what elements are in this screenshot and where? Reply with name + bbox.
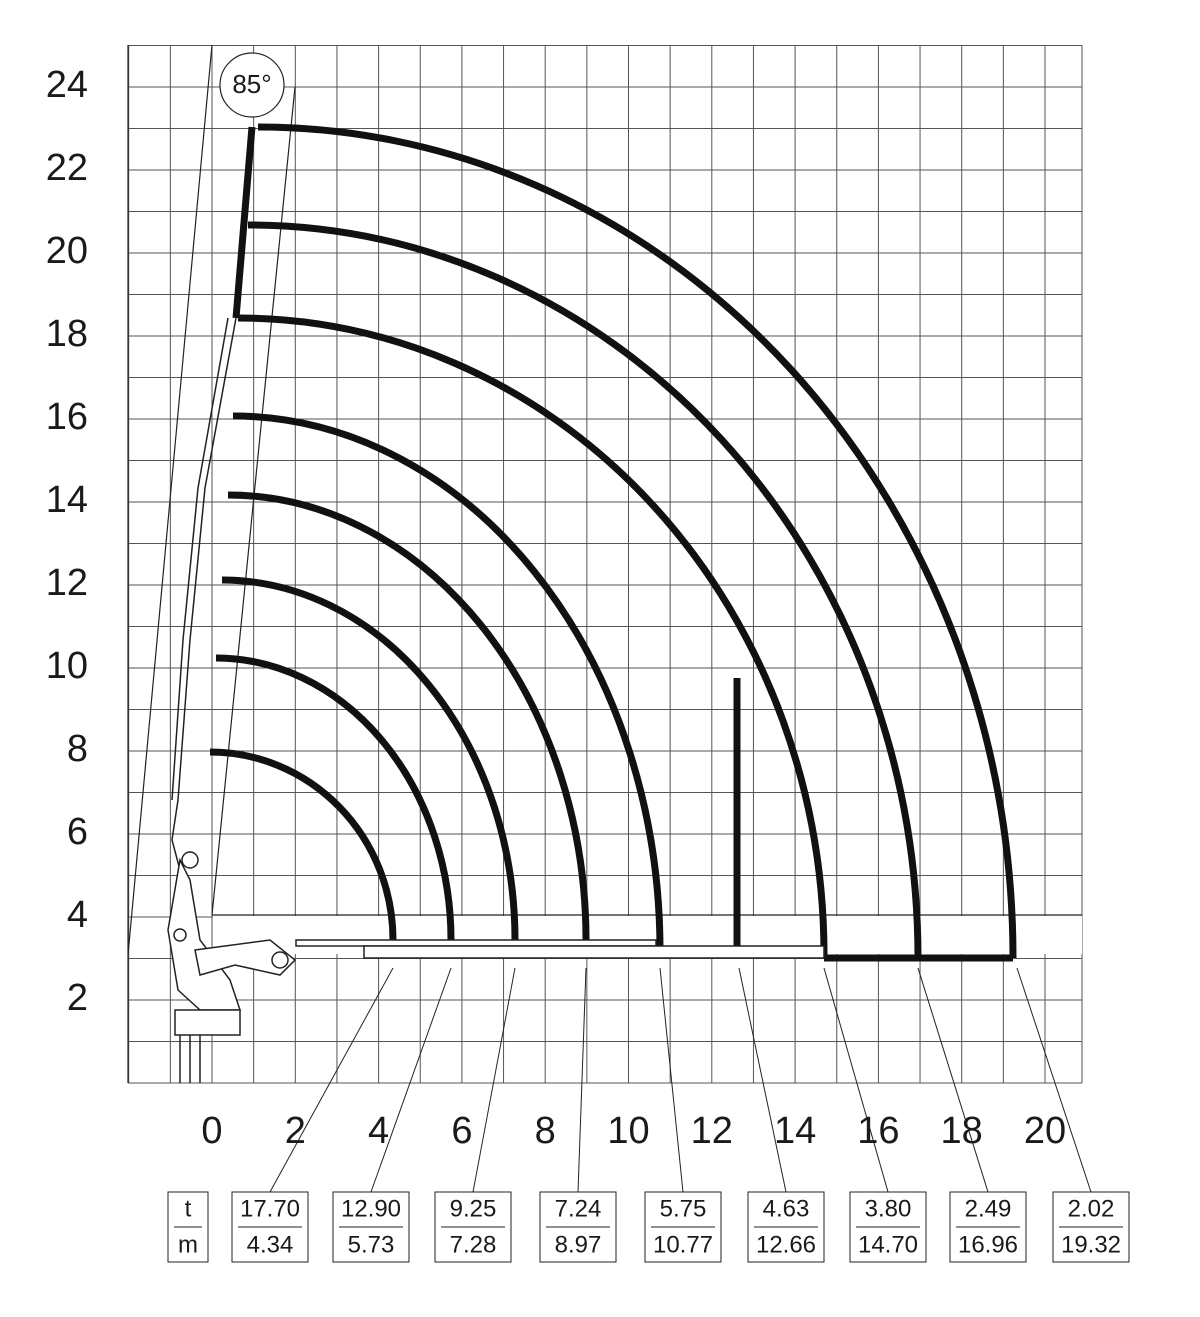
y-tick-label: 24	[46, 64, 88, 106]
label-bg	[30, 812, 100, 856]
label-bg	[30, 729, 100, 773]
load-radius: 4.34	[247, 1231, 294, 1258]
load-tonnes: 2.49	[965, 1195, 1012, 1222]
y-tick-label: 20	[46, 230, 88, 272]
reach-arc	[209, 748, 397, 941]
x-tick-label: 16	[857, 1110, 899, 1152]
reach-limit	[733, 678, 1013, 962]
leader-line	[738, 967, 787, 1193]
load-tonnes: 17.70	[240, 1195, 300, 1222]
crane	[167, 317, 825, 1083]
x-tick-label: 20	[1024, 1110, 1066, 1152]
load-radius: 10.77	[653, 1231, 713, 1258]
reach-arc	[237, 314, 828, 956]
leader-line	[659, 967, 684, 1193]
y-tick-label: 16	[46, 396, 88, 438]
y-tick-label: 12	[46, 562, 88, 604]
x-tick-label: 0	[201, 1110, 222, 1152]
y-tick-label: 14	[46, 479, 88, 521]
y-tick-label: 18	[46, 313, 88, 355]
angle-label: 85°	[232, 69, 271, 99]
x-tick-label: 14	[774, 1110, 816, 1152]
label-bg	[30, 563, 100, 607]
load-tonnes: 5.75	[660, 1195, 707, 1222]
load-tonnes: 12.90	[341, 1195, 401, 1222]
load-tonnes: 3.80	[865, 1195, 912, 1222]
leader-line	[370, 967, 452, 1193]
envelope-line	[127, 44, 1082, 1083]
label-bg	[30, 978, 100, 1022]
angle-circle	[219, 52, 285, 118]
load-radius: 8.97	[555, 1231, 602, 1258]
leader-line	[472, 967, 516, 1193]
label-bg	[30, 148, 100, 192]
y-tick-label: 10	[46, 645, 88, 687]
reach-arc	[227, 491, 590, 941]
load-tonnes: 4.63	[763, 1195, 810, 1222]
load-radius: 14.70	[858, 1231, 918, 1258]
reach-arc	[232, 412, 664, 951]
reach-arc	[257, 123, 1017, 959]
leader-line	[1016, 967, 1092, 1193]
load-radius: 19.32	[1061, 1231, 1121, 1258]
label-bg	[30, 314, 100, 358]
x-tick-label: 2	[285, 1110, 306, 1152]
y-tick-label: 2	[67, 977, 88, 1019]
y-tick-label: 8	[67, 728, 88, 770]
load-radius: 5.73	[348, 1231, 395, 1258]
leader-line	[577, 967, 587, 1193]
load-table: t m 17.70 4.34 12.90 5.73 9.25 7.28 7.24 8.97 5.…	[167, 967, 1130, 1263]
leader-line	[823, 967, 889, 1193]
load-radius: 12.66	[756, 1231, 816, 1258]
x-tick-label: 18	[941, 1110, 983, 1152]
reach-arc	[215, 654, 455, 941]
y-tick-label: 4	[67, 894, 88, 936]
header-top: t	[185, 1195, 192, 1222]
label-bg	[30, 480, 100, 524]
y-tick-label: 22	[46, 147, 88, 189]
header-bottom: m	[178, 1231, 198, 1258]
grid	[128, 45, 1083, 1084]
load-radius: 7.28	[450, 1231, 497, 1258]
leader-line	[269, 967, 394, 1193]
reach-arc	[221, 576, 519, 941]
load-radius: 16.96	[958, 1231, 1018, 1258]
reach-arc	[247, 221, 922, 959]
y-tick-label: 6	[67, 811, 88, 853]
x-tick-label: 8	[535, 1110, 556, 1152]
reach-arcs	[209, 123, 1017, 962]
leader-line	[917, 967, 989, 1193]
label-bg	[30, 231, 100, 275]
label-bg	[30, 895, 100, 939]
x-tick-label: 10	[607, 1110, 649, 1152]
label-bg	[30, 646, 100, 690]
x-tick-label: 12	[691, 1110, 733, 1152]
x-tick-label: 6	[451, 1110, 472, 1152]
label-bg	[30, 65, 100, 109]
load-tonnes: 9.25	[450, 1195, 497, 1222]
load-tonnes: 2.02	[1068, 1195, 1115, 1222]
load-tonnes: 7.24	[555, 1195, 602, 1222]
label-bg	[30, 397, 100, 441]
x-tick-label: 4	[368, 1110, 389, 1152]
boom-upper	[232, 126, 256, 319]
